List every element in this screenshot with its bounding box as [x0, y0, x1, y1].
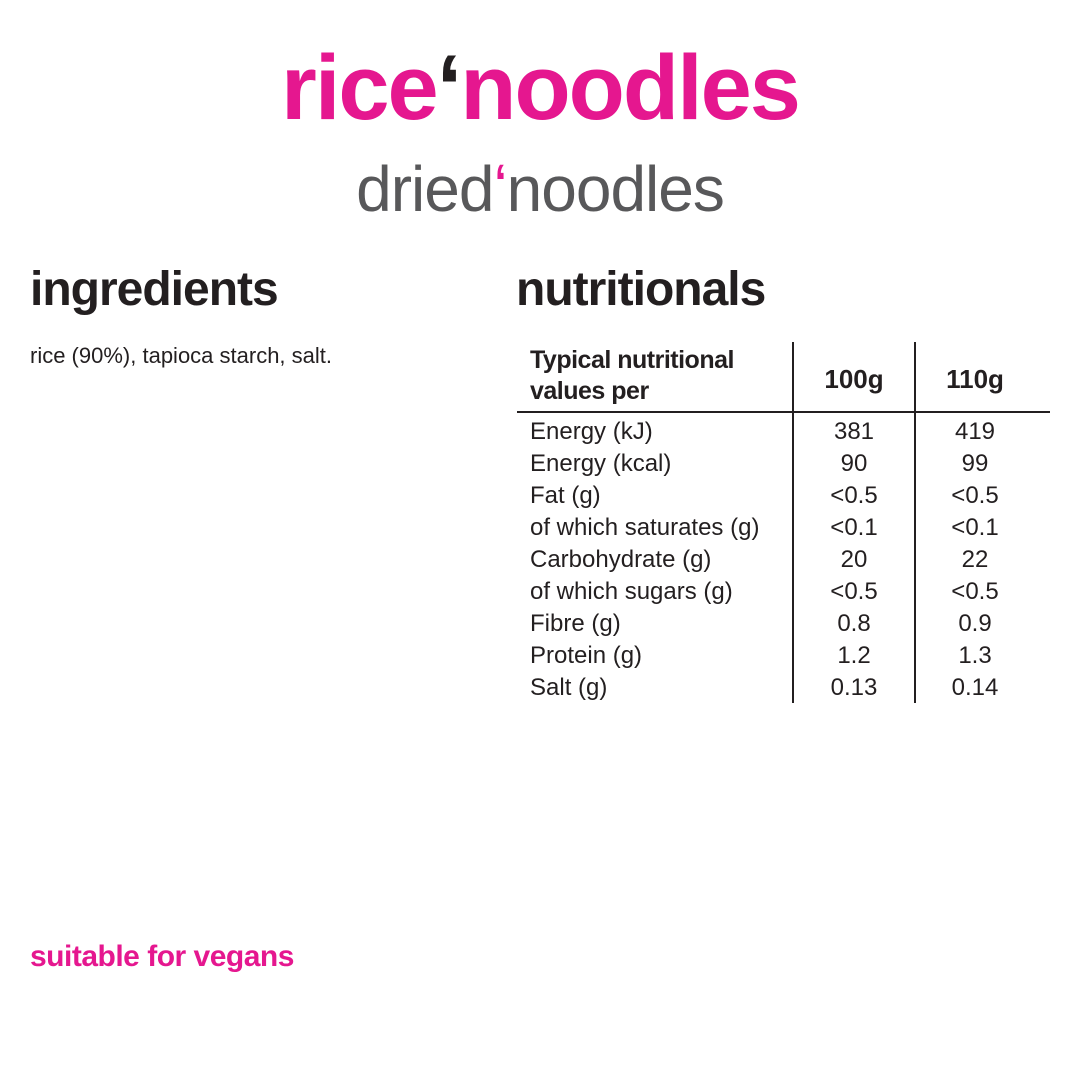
header-label-line: Typical nutritional — [530, 346, 734, 374]
value-110g: <0.1 — [951, 514, 999, 541]
value-100g: <0.5 — [830, 482, 878, 509]
value-100g: 381 — [833, 418, 875, 445]
product-title: riceʻnoodles — [0, 38, 1080, 138]
header-label-line: values per — [530, 377, 649, 405]
subtitle-apostrophe: ʻ — [493, 153, 507, 225]
nutritionals-heading: nutritionals — [516, 263, 766, 316]
subtitle-left: dried — [356, 153, 494, 225]
table-row: Fat (g) <0.5 <0.5 — [517, 480, 1050, 512]
nutrient-name: Energy (kcal) — [530, 450, 672, 477]
nutrition-table: Typical nutritional values per 100g 110g… — [517, 342, 1050, 704]
value-110g: <0.5 — [951, 482, 999, 509]
column-divider — [792, 342, 794, 703]
value-100g: <0.5 — [830, 578, 878, 605]
table-row: of which sugars (g) <0.5 <0.5 — [517, 576, 1050, 608]
value-110g: 0.9 — [958, 610, 992, 637]
table-body: Energy (kJ) 381 419 Energy (kcal) 90 99 Fat (g… — [517, 416, 1050, 704]
nutrient-name: Fibre (g) — [530, 610, 621, 637]
title-left: rice — [281, 37, 439, 139]
value-100g: 20 — [840, 546, 868, 573]
header-divider — [517, 411, 1050, 413]
nutrient-name: Salt (g) — [530, 674, 608, 701]
ingredients-heading: ingredients — [30, 263, 279, 316]
nutrient-name: Protein (g) — [530, 642, 643, 669]
value-110g: <0.5 — [951, 578, 999, 605]
vegan-note: suitable for vegans — [30, 940, 294, 973]
title-right: noodles — [460, 37, 801, 139]
table-header-label: Typical nutritional values per — [530, 345, 734, 407]
table-row: Carbohydrate (g) 20 22 — [517, 544, 1050, 576]
value-110g: 22 — [961, 546, 989, 573]
nutrient-name: Carbohydrate (g) — [530, 546, 712, 573]
value-100g: 0.8 — [837, 610, 871, 637]
nutrient-name: of which saturates (g) — [530, 514, 760, 541]
ingredients-text: rice (90%), tapioca starch, salt. — [30, 343, 333, 368]
value-100g: <0.1 — [830, 514, 878, 541]
title-apostrophe: ʻ — [436, 37, 463, 139]
nutrient-name: Fat (g) — [530, 482, 601, 509]
product-subtitle: driedʻnoodles — [0, 152, 1080, 226]
table-row: Fibre (g) 0.8 0.9 — [517, 608, 1050, 640]
table-row: Energy (kcal) 90 99 — [517, 448, 1050, 480]
table-row: of which saturates (g) <0.1 <0.1 — [517, 512, 1050, 544]
column-divider — [914, 342, 916, 703]
table-row: Protein (g) 1.2 1.3 — [517, 640, 1050, 672]
value-100g: 1.2 — [837, 642, 871, 669]
value-110g: 0.14 — [951, 674, 999, 701]
value-110g: 99 — [961, 450, 989, 477]
value-100g: 0.13 — [830, 674, 878, 701]
table-row: Salt (g) 0.13 0.14 — [517, 672, 1050, 704]
column-header-110g: 110g — [946, 364, 1004, 394]
value-110g: 1.3 — [958, 642, 992, 669]
column-header-100g: 100g — [824, 364, 884, 394]
value-100g: 90 — [840, 450, 868, 477]
value-110g: 419 — [954, 418, 996, 445]
table-row: Energy (kJ) 381 419 — [517, 416, 1050, 448]
nutrient-name: Energy (kJ) — [530, 418, 653, 445]
subtitle-right: noodles — [506, 153, 725, 225]
nutrient-name: of which sugars (g) — [530, 578, 733, 605]
